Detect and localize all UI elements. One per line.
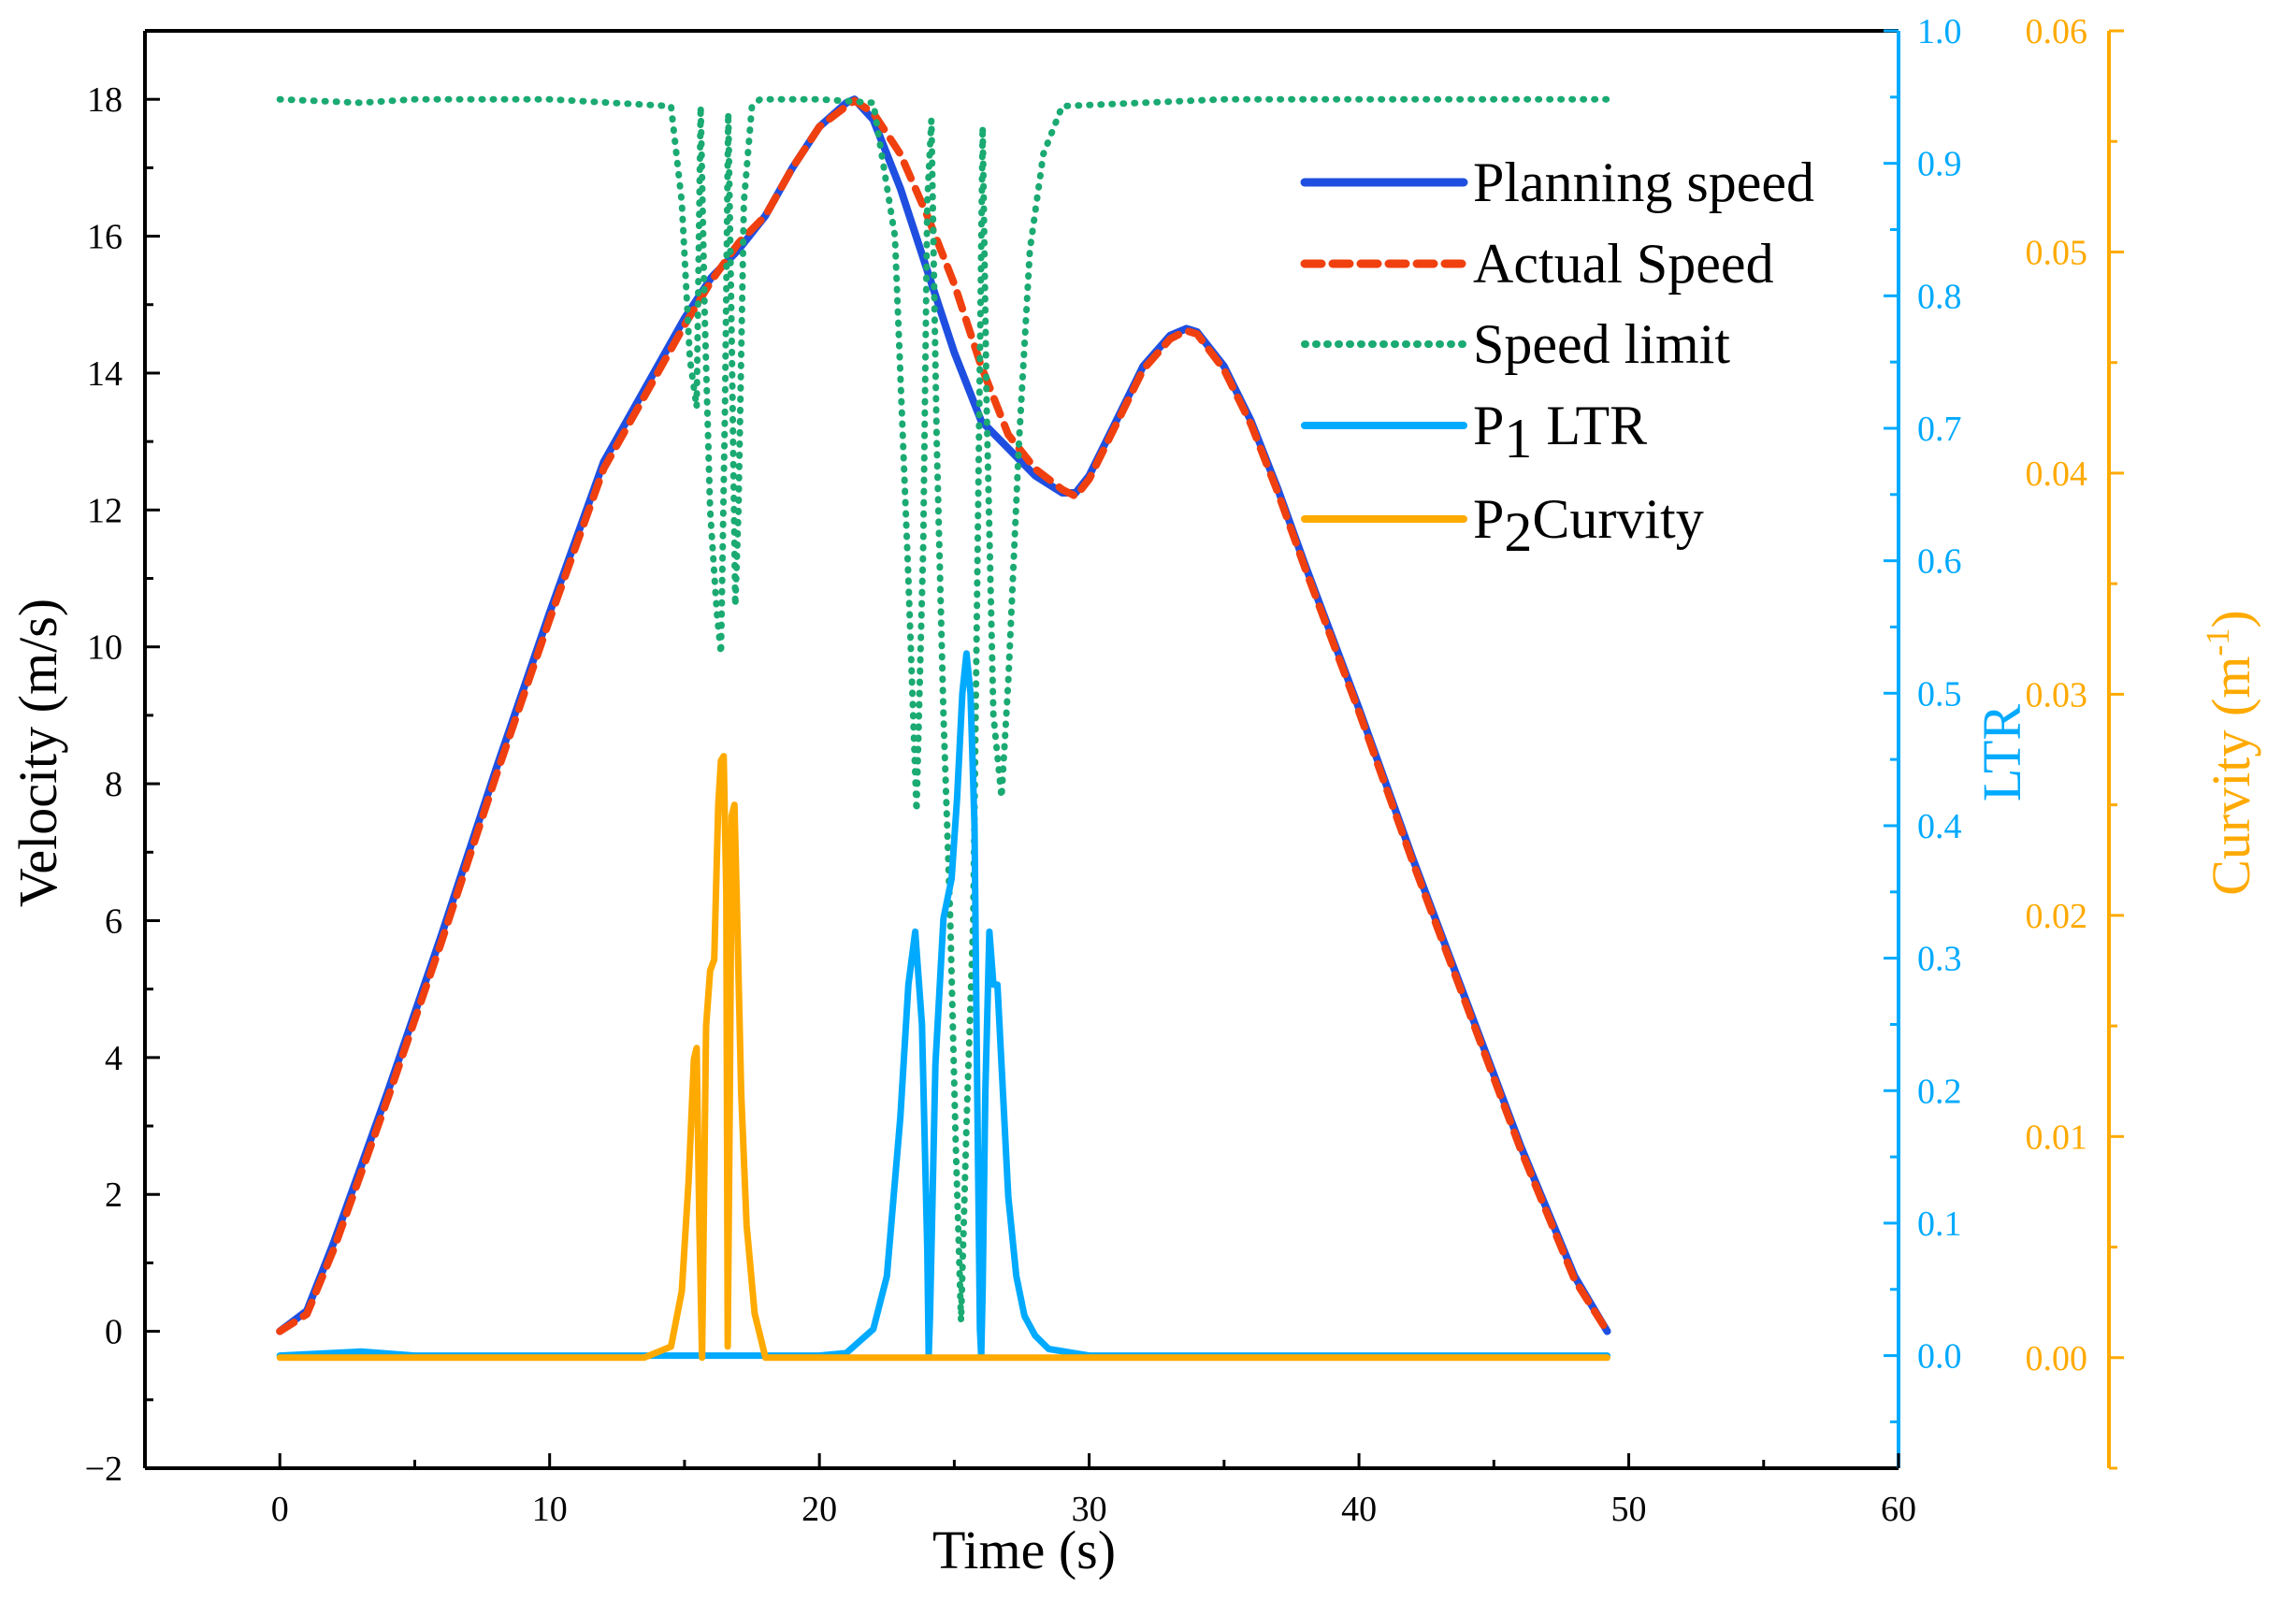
curvity-tick-label: 0.06: [2026, 12, 2088, 51]
ltr-tick-label: 0.4: [1917, 807, 1962, 846]
velocity-axis-title: Velocity (m/s): [7, 599, 68, 907]
velocity-tick-label: 14: [87, 354, 123, 394]
curvity-axis-title-end: ): [2201, 610, 2261, 627]
legend: Planning speed Actual Speed Speed limit P1 …: [1300, 151, 1814, 563]
legend-label-subscript: 2: [1504, 501, 1532, 563]
velocity-tick-label: 4: [105, 1039, 123, 1078]
x-tick-label: 30: [1072, 1490, 1107, 1529]
velocity-tick-label: 2: [105, 1176, 123, 1215]
ltr-tick-label: 0.1: [1917, 1204, 1962, 1244]
legend-label-ltr: P1 LTR: [1473, 395, 1647, 469]
legend-label-prefix: P: [1473, 395, 1504, 456]
curvity-axis-title-sup: -1: [2199, 628, 2236, 656]
ltr-tick-label: 0.0: [1917, 1337, 1962, 1377]
legend-label-text: Curvity: [1532, 488, 1703, 550]
curvity-tick-label: 0.04: [2026, 454, 2088, 494]
ltr-axis-title: LTR: [1971, 704, 2032, 802]
axes: 0 10 20 30 40 50 60−20246810121416180.00.10.20…: [85, 12, 2124, 1529]
x-tick-label: 10: [532, 1490, 568, 1529]
ltr-tick-label: 0.6: [1917, 542, 1962, 582]
curvity-tick-label: 0.02: [2026, 897, 2088, 936]
series-ltr: [276, 650, 1610, 1360]
ltr-tick-label: 0.5: [1917, 674, 1962, 714]
curvity-tick-label: 0.00: [2026, 1339, 2088, 1378]
velocity-tick-label: 0: [105, 1313, 123, 1352]
x-tick-label: 20: [801, 1490, 837, 1529]
x-tick-label: 60: [1881, 1490, 1916, 1529]
curvity-tick-label: 0.03: [2026, 675, 2088, 714]
legend-label-text: LTR: [1532, 395, 1647, 456]
series-actual: [276, 96, 1611, 1335]
curvity-tick-label: 0.01: [2026, 1118, 2088, 1157]
legend-label-limit: Speed limit: [1473, 313, 1730, 375]
x-tick-label: 40: [1341, 1490, 1377, 1529]
curvity-axis-title: Curvity (m-1): [2199, 610, 2261, 896]
legend-label-subscript: 1: [1504, 408, 1532, 469]
velocity-tick-label: 8: [105, 765, 123, 804]
velocity-tick-label: 10: [87, 628, 123, 668]
x-tick-label: 0: [271, 1490, 289, 1529]
velocity-tick-label: −2: [85, 1450, 123, 1489]
ltr-tick-label: 0.8: [1917, 277, 1962, 316]
velocity-tick-label: 18: [87, 80, 123, 120]
x-tick-label: 50: [1611, 1490, 1647, 1529]
ltr-tick-label: 0.9: [1917, 145, 1962, 184]
curvity-tick-label: 0.05: [2026, 233, 2088, 272]
legend-label-prefix: P: [1473, 488, 1504, 550]
series-limit: [276, 95, 1610, 1325]
legend-label-curv: P2Curvity: [1473, 488, 1704, 563]
plot-frame: [143, 29, 2111, 1470]
x-axis-title: Time (s): [932, 1520, 1116, 1580]
legend-label-actual: Actual Speed: [1473, 233, 1774, 295]
velocity-tick-label: 12: [87, 491, 123, 530]
ltr-tick-label: 1.0: [1917, 12, 1962, 51]
velocity-tick-label: 6: [105, 901, 123, 941]
velocity-tick-label: 16: [87, 218, 123, 257]
curvity-axis-title-main: Curvity (m: [2201, 656, 2261, 896]
series-curv: [276, 753, 1610, 1362]
ltr-tick-label: 0.2: [1917, 1072, 1962, 1111]
legend-label-planning: Planning speed: [1473, 151, 1814, 213]
series-layer: [276, 95, 1611, 1362]
ltr-tick-label: 0.7: [1917, 410, 1962, 449]
ltr-tick-label: 0.3: [1917, 940, 1962, 979]
